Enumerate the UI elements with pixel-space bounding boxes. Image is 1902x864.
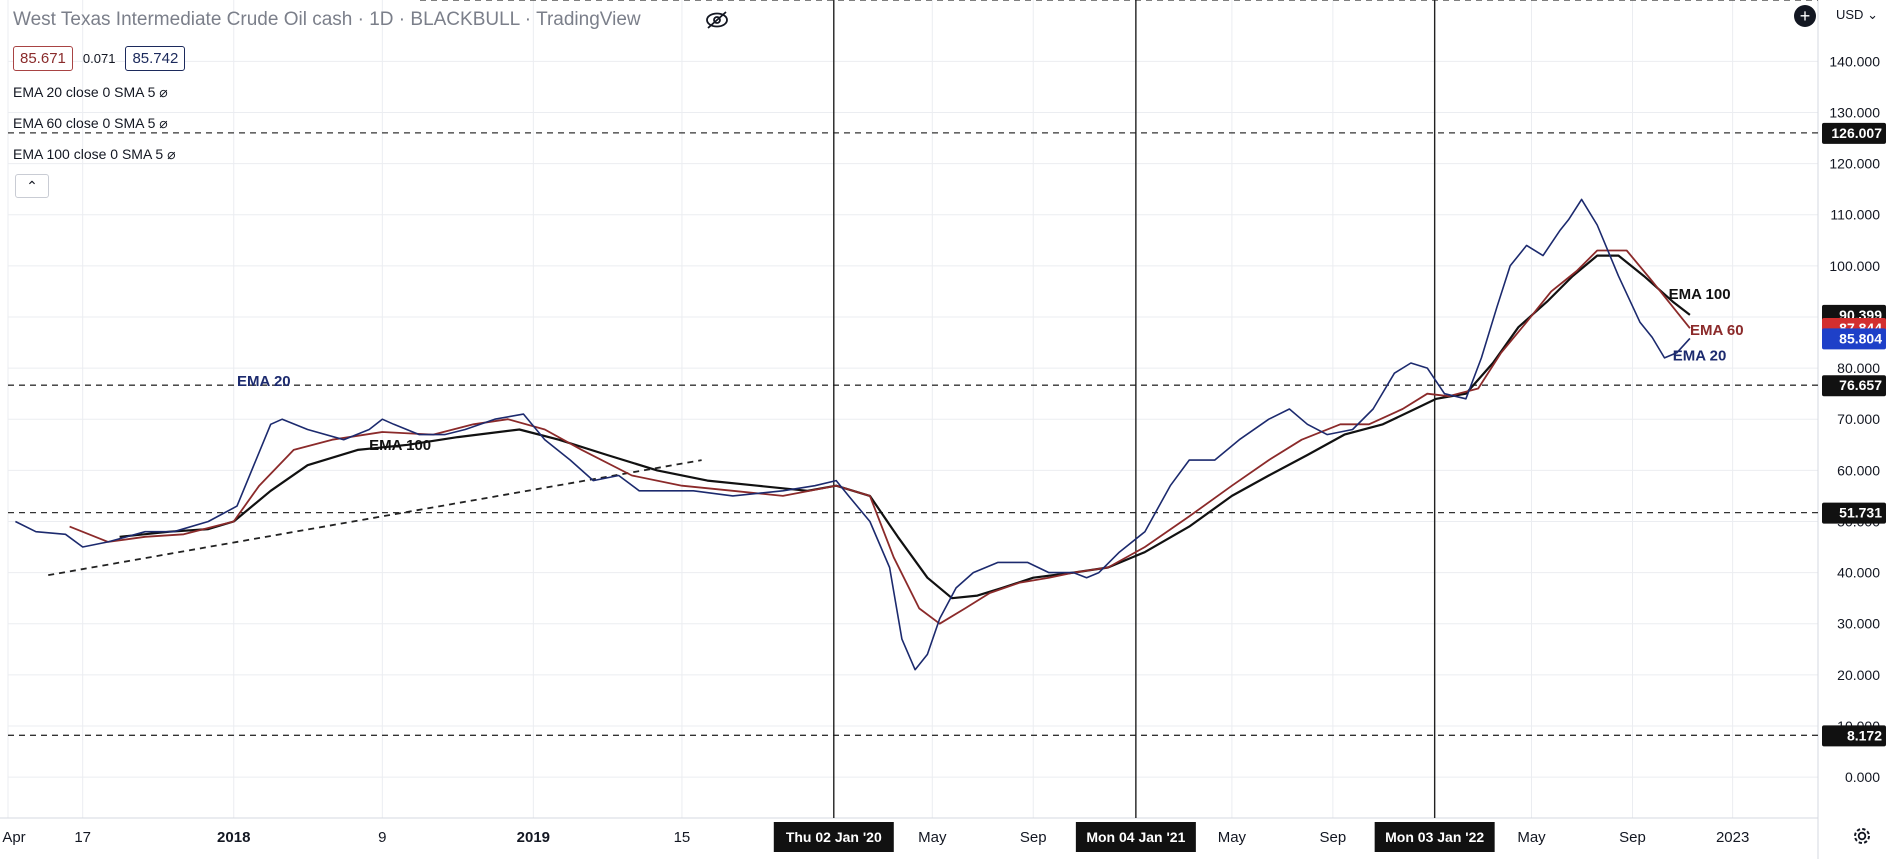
y-tick-label: 80.000 [1837, 360, 1880, 376]
close-value: 85.742 [125, 46, 186, 71]
gear-icon[interactable] [1850, 824, 1874, 848]
indicator-ema60[interactable]: EMA 60 close 0 SMA 5 ⌀ [13, 115, 168, 131]
date-badge [773, 822, 894, 852]
indicator-ema20[interactable]: EMA 20 close 0 SMA 5 ⌀ [13, 84, 168, 100]
x-tick-label: Apr [2, 829, 25, 846]
collapse-legend-button[interactable]: ⌃ [15, 174, 49, 198]
x-tick-label: Mon 04 Jan '21 [1086, 829, 1185, 845]
y-tick-label: 0.000 [1845, 769, 1880, 785]
symbol-title: West Texas Intermediate Crude Oil cash ·… [13, 9, 641, 30]
y-tick-label: 120.000 [1829, 156, 1880, 172]
level-price-badge [1822, 122, 1886, 144]
annotation-label: EMA 100 [1669, 286, 1731, 303]
y-tick-label: 40.000 [1837, 565, 1880, 581]
y-tick-label: 130.000 [1829, 104, 1880, 120]
series-line-ema-20 [15, 198, 1691, 671]
date-badge [1374, 822, 1495, 852]
series-line-ema-60 [69, 249, 1691, 625]
x-tick-label: May [918, 829, 947, 846]
x-tick-label: 9 [378, 829, 386, 846]
level-price-label: 8.172 [1847, 727, 1882, 743]
x-tick-label: 15 [674, 829, 691, 846]
annotation-label: EMA 20 [1673, 347, 1727, 364]
ohlc-row: 85.671 0.071 85.742 [13, 46, 186, 71]
plus-icon[interactable]: + [1794, 5, 1816, 27]
currency-selector[interactable]: USD ⌄ [1836, 7, 1878, 23]
y-tick-label: 70.000 [1837, 411, 1880, 427]
trendline [48, 459, 702, 577]
x-tick-label: Sep [1320, 829, 1347, 846]
y-tick-label: 60.000 [1837, 462, 1880, 478]
level-price-label: 51.731 [1839, 505, 1882, 521]
x-tick-label: 2019 [517, 829, 550, 846]
x-tick-label: 2023 [1716, 829, 1749, 846]
level-price-label: 126.007 [1831, 125, 1882, 141]
date-badge [1075, 822, 1196, 852]
x-tick-label: May [1218, 829, 1247, 846]
annotation-label: EMA 60 [1690, 322, 1744, 339]
eye-off-icon[interactable] [704, 10, 730, 30]
change-value: 0.071 [82, 51, 116, 66]
y-tick-label: 100.000 [1829, 258, 1880, 274]
x-tick-label: May [1517, 829, 1546, 846]
x-tick-label: Sep [1020, 829, 1047, 846]
open-value: 85.671 [13, 46, 73, 71]
y-tick-label: 110.000 [1830, 207, 1880, 223]
last-value-label: 85.804 [1839, 330, 1882, 346]
x-tick-label: 17 [74, 829, 91, 846]
chevron-down-icon: ⌄ [1867, 7, 1878, 22]
x-tick-label: Mon 03 Jan '22 [1385, 829, 1484, 845]
y-tick-label: 30.000 [1837, 616, 1880, 632]
x-tick-label: Thu 02 Jan '20 [786, 829, 882, 845]
annotation-label: EMA 100 [369, 437, 431, 454]
level-price-badge [1822, 502, 1886, 524]
series-line-ema-100 [119, 254, 1691, 600]
y-tick-label: 140.000 [1829, 53, 1880, 69]
level-price-badge [1822, 375, 1886, 397]
level-price-badge [1822, 725, 1886, 747]
chevron-up-icon: ⌃ [26, 177, 38, 194]
indicator-ema100[interactable]: EMA 100 close 0 SMA 5 ⌀ [13, 146, 176, 162]
currency-label: USD [1836, 7, 1864, 22]
y-tick-label: 20.000 [1837, 667, 1880, 683]
annotation-label: EMA 20 [237, 373, 291, 390]
last-value-badge [1822, 328, 1886, 350]
x-tick-label: Sep [1619, 829, 1646, 846]
level-price-label: 76.657 [1839, 377, 1882, 393]
x-tick-label: 2018 [217, 829, 250, 846]
